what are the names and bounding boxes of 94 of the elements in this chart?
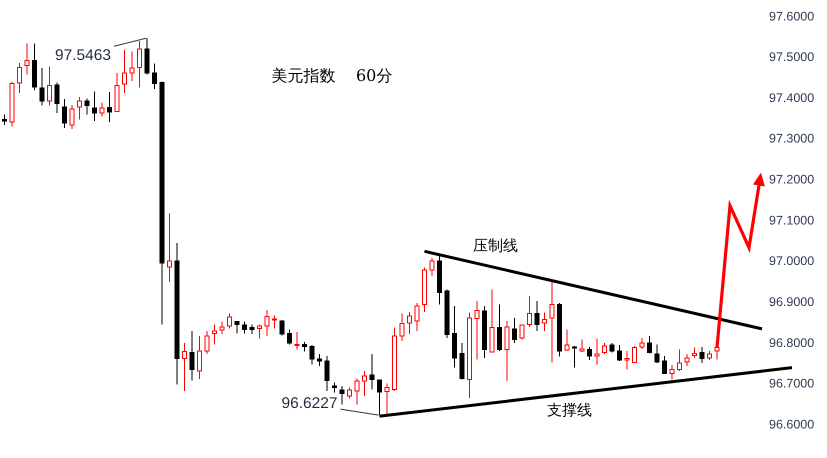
y-tick-label: 97.2000 [769,172,814,187]
candlestick [137,40,142,88]
candlestick [610,342,614,354]
candlestick [24,42,30,76]
candlestick [332,382,337,394]
candlestick [17,62,22,94]
candlestick [310,344,314,365]
candlestick [617,344,622,362]
candlestick [602,342,607,355]
y-tick-label: 96.6000 [769,417,814,432]
candlestick [100,102,104,118]
candlestick [84,98,90,116]
candlestick [204,330,210,355]
candlestick [714,346,720,360]
candlestick [640,337,644,350]
candlestick [227,312,232,329]
y-tick-label: 96.9000 [769,294,814,309]
candlestick [122,50,127,94]
candlestick [564,328,570,352]
candlestick [647,336,652,354]
y-tick-label: 97.0000 [769,254,814,268]
candlestick [167,212,172,282]
candlestick [2,114,7,126]
candlestick [430,257,434,277]
candlestick [587,346,592,360]
candlestick [662,356,667,375]
candlestick [670,364,674,380]
series-label: 压制线 [472,236,518,255]
candlestick [572,346,577,368]
candlestick [347,387,352,400]
candlestick [362,370,367,396]
candlestick [384,383,390,415]
candlestick [280,319,284,336]
candlestick [700,346,704,364]
candlestick [340,386,344,405]
candlestick [580,338,584,353]
candlestick [250,324,254,335]
candlestick [632,346,637,364]
text: 美元指数 60分 [272,66,392,84]
candlestick [534,300,540,332]
y-tick-label: 96.8000 [769,336,814,350]
candlestick [182,342,187,392]
candlestick [594,338,600,365]
candlestick [212,324,217,345]
y-tick-label: 96.7000 [769,376,814,391]
candlestick [684,354,690,367]
candlestick [70,104,74,130]
candlestick [550,280,554,364]
candlestick [542,312,547,332]
y-tick-label: 97.5000 [769,50,814,64]
candlestick [234,320,240,334]
candlestick [527,296,532,328]
candlestick [220,321,224,335]
annotation: 97.5463 [54,46,111,64]
candlestick [654,344,660,364]
candlestick [272,314,277,329]
candlestick [692,347,697,358]
candlestick [242,321,247,334]
candlestick [287,328,292,345]
candlestick [370,354,374,390]
y-tick-label: 97.6000 [769,9,814,24]
series-label: 支撑线 [546,400,592,419]
candlestick [152,63,157,90]
candlestick [677,348,682,372]
candlestick [54,82,60,114]
candlestick [40,68,44,106]
candlestick [264,310,270,336]
candlestick [302,341,307,352]
y-tick-label: 97.3000 [769,132,814,146]
y-tick-label: 97.4000 [769,90,814,105]
candlestick [520,324,524,340]
candlestick [257,324,262,340]
annotation: 96.6227 [281,394,338,412]
candlestick [62,98,67,129]
candlestick [47,66,52,106]
candlestick [354,378,360,405]
y-tick-label: 97.1000 [769,213,814,228]
candlestick [407,312,412,335]
candlestick [77,96,82,120]
candlestick [504,320,510,382]
candlestick [317,354,322,367]
candlestick [414,302,420,332]
candlestick [197,335,202,380]
candlestick [512,317,517,344]
candlestick [92,90,97,122]
candlestick [130,50,134,82]
candlestick [624,350,630,370]
candlestick [400,312,404,342]
candlestick [294,332,300,350]
candlestick [497,304,502,352]
candlestick [190,330,194,382]
candlestick [324,355,330,392]
candlestick [107,92,112,123]
candlestick [474,300,480,360]
